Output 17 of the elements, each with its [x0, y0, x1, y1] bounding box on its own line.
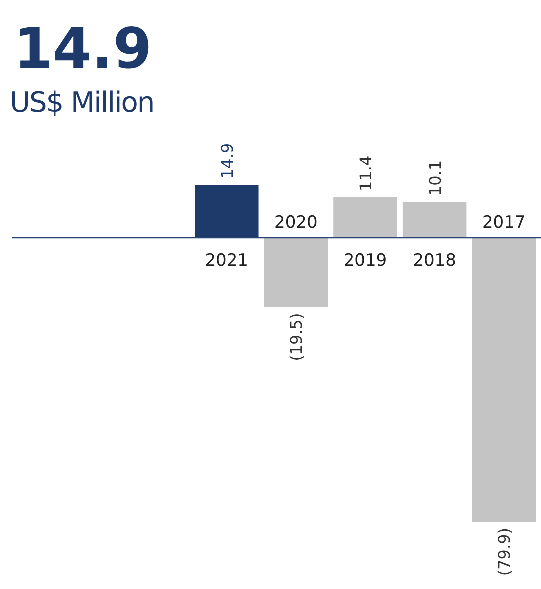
- data-label: (19.5): [287, 313, 306, 362]
- bar: [195, 185, 259, 238]
- data-label: 10.1: [426, 160, 445, 196]
- chart-title: 14.9: [14, 17, 152, 82]
- bar: [334, 197, 398, 238]
- bar: [472, 238, 536, 522]
- x-tick-label: 2017: [482, 212, 526, 233]
- x-tick-label: 2020: [274, 212, 318, 233]
- x-tick-label: 2018: [413, 250, 456, 271]
- data-label: (79.9): [495, 528, 514, 576]
- bar: [402, 202, 467, 238]
- data-label: 14.9: [218, 143, 237, 179]
- data-label: 11.4: [356, 156, 376, 192]
- x-tick-label: 2019: [344, 250, 388, 271]
- chart-subtitle: US$ Million: [10, 86, 154, 119]
- bar: [264, 238, 328, 308]
- x-tick-label: 2021: [205, 250, 249, 271]
